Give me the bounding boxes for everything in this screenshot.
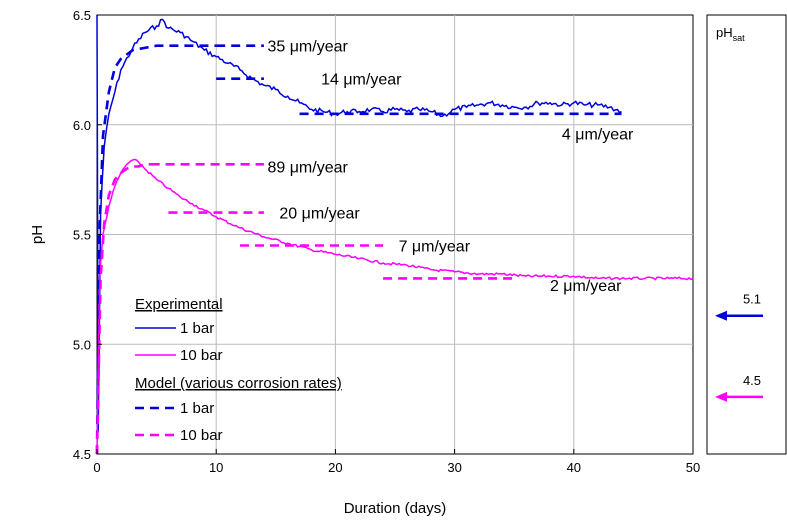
series-line-exp-10bar (96, 158, 694, 455)
legend-entry-exp-10bar: 10 bar (180, 347, 223, 364)
ph-sat-marker-arrowhead (715, 391, 727, 402)
legend-entry-model-1bar: 1 bar (180, 400, 214, 417)
y-tick-label: 4.5 (73, 447, 91, 462)
x-tick-label: 30 (447, 460, 461, 475)
legend-group-experimental: Experimental (135, 296, 223, 313)
legend: Experimental 1 bar 10 bar Model (various… (135, 296, 342, 444)
annotations: 35 μm/year 14 μm/year 4 μm/year 89 μm/year 2… (267, 39, 634, 295)
ph-sat-marker-arrowhead (715, 310, 727, 321)
rate-annotation: 89 μm/year (267, 159, 348, 176)
rate-annotation: 2 μm/year (550, 278, 622, 295)
series-layer (95, 14, 694, 455)
x-tick-label: 0 (93, 460, 100, 475)
x-tick-label: 10 (209, 460, 223, 475)
ph-sat-title-sub: sat (733, 33, 746, 43)
y-axis-title: pH (29, 225, 46, 244)
y-tick-label: 6.0 (73, 118, 91, 133)
ph-sat-marker-label: 5.1 (743, 292, 761, 307)
ph-sat-title: pHsat (716, 25, 745, 43)
rate-annotation: 14 μm/year (321, 72, 402, 89)
legend-entry-exp-1bar: 1 bar (180, 320, 214, 337)
x-axis-title: Duration (days) (344, 500, 447, 517)
y-tick-label: 5.5 (73, 228, 91, 243)
x-tick-label: 40 (567, 460, 581, 475)
rate-annotation: 4 μm/year (562, 127, 634, 144)
series-line-model-10bar (95, 163, 151, 455)
rate-annotation: 20 μm/year (279, 206, 360, 223)
x-tick-label: 50 (686, 460, 700, 475)
x-tick-label: 20 (328, 460, 342, 475)
rate-annotation: 35 μm/year (267, 39, 348, 56)
ph-sat-markers: 5.1 4.5 (715, 292, 763, 402)
ph-sat-frame (706, 14, 787, 455)
legend-entry-model-10bar: 10 bar (180, 427, 223, 444)
series-line-exp-1bar (96, 14, 622, 433)
legend-group-model: Model (various corrosion rates) (135, 375, 342, 392)
grid (97, 15, 693, 454)
ph-sat-marker-label: 4.5 (743, 373, 761, 388)
axis-ticks: 0 10 20 30 40 50 4.5 5.0 5.5 6.0 6.5 (73, 8, 700, 475)
ph-sat-title-main: pH (716, 25, 733, 40)
ph-sat-panel: pHsat 5.1 4.5 (706, 14, 787, 455)
rate-annotation: 7 μm/year (399, 238, 471, 255)
y-tick-label: 6.5 (73, 8, 91, 23)
y-tick-label: 5.0 (73, 337, 91, 352)
series-line-model-1bar (95, 44, 217, 455)
